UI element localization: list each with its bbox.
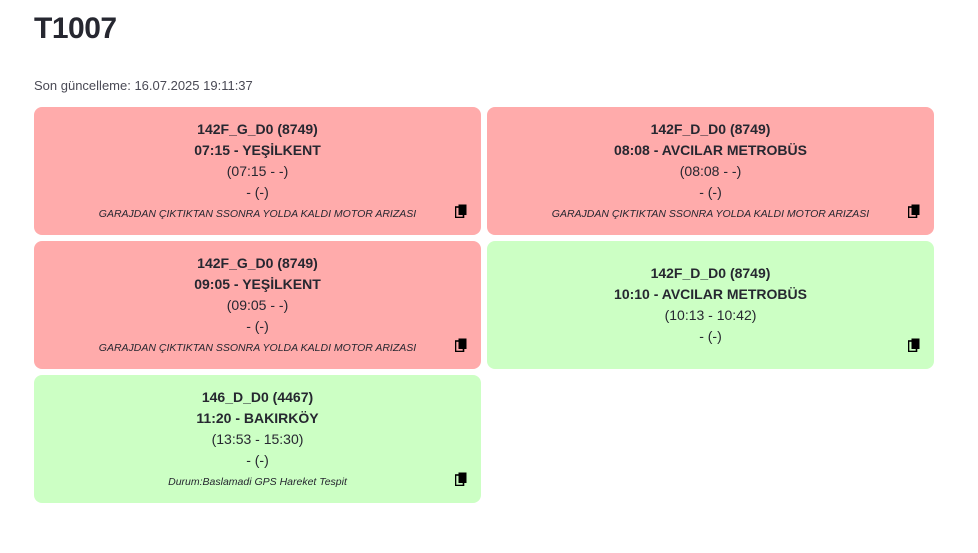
trip-cards-grid: 142F_G_D0 (8749) 07:15 - YEŞİLKENT (07:1… — [34, 107, 934, 503]
trip-card: 142F_G_D0 (8749) 09:05 - YEŞİLKENT (09:0… — [34, 241, 481, 369]
trip-actual-times: (13:53 - 15:30) — [211, 430, 304, 447]
trip-actual-times: (07:15 - -) — [226, 162, 289, 179]
trip-card: 146_D_D0 (4467) 11:20 - BAKIRKÖY (13:53 … — [34, 375, 481, 503]
trip-departure: 11:20 - BAKIRKÖY — [196, 409, 319, 426]
copy-icon[interactable] — [908, 204, 920, 218]
trip-route: 142F_G_D0 (8749) — [197, 254, 318, 271]
trip-note: GARAJDAN ÇIKTIKTAN SSONRA YOLDA KALDI MO… — [98, 341, 417, 354]
trip-route: 142F_G_D0 (8749) — [197, 120, 318, 137]
trip-extra: - (-) — [699, 183, 722, 200]
trip-note: GARAJDAN ÇIKTIKTAN SSONRA YOLDA KALDI MO… — [551, 207, 870, 220]
trip-note: GARAJDAN ÇIKTIKTAN SSONRA YOLDA KALDI MO… — [98, 207, 417, 220]
copy-icon[interactable] — [455, 472, 467, 486]
trip-departure: 10:10 - AVCILAR METROBÜS — [614, 286, 807, 302]
trip-extra: - (-) — [246, 451, 269, 468]
trip-card: 142F_G_D0 (8749) 07:15 - YEŞİLKENT (07:1… — [34, 107, 481, 235]
trip-extra: - (-) — [699, 328, 722, 344]
trip-route: 146_D_D0 (4467) — [201, 388, 314, 405]
copy-icon[interactable] — [455, 338, 467, 352]
trip-card: 142F_D_D0 (8749) 10:10 - AVCILAR METROBÜ… — [487, 241, 934, 369]
trip-departure: 08:08 - AVCILAR METROBÜS — [614, 141, 807, 158]
trip-departure: 07:15 - YEŞİLKENT — [194, 141, 321, 158]
copy-icon[interactable] — [908, 338, 920, 352]
trip-route: 142F_D_D0 (8749) — [650, 265, 771, 281]
page-title: T1007 — [34, 12, 117, 45]
trip-actual-times: (10:13 - 10:42) — [664, 307, 757, 323]
trip-extra: - (-) — [246, 317, 269, 334]
trip-note: Durum:Baslamadi GPS Hareket Tespit — [168, 475, 347, 488]
trip-route: 142F_D_D0 (8749) — [650, 120, 771, 137]
last-updated-text: Son güncelleme: 16.07.2025 19:11:37 — [34, 78, 253, 93]
trip-departure: 09:05 - YEŞİLKENT — [194, 275, 321, 292]
trip-actual-times: (09:05 - -) — [226, 296, 289, 313]
trip-extra: - (-) — [246, 183, 269, 200]
copy-icon[interactable] — [455, 204, 467, 218]
trip-actual-times: (08:08 - -) — [679, 162, 742, 179]
trip-card: 142F_D_D0 (8749) 08:08 - AVCILAR METROBÜ… — [487, 107, 934, 235]
